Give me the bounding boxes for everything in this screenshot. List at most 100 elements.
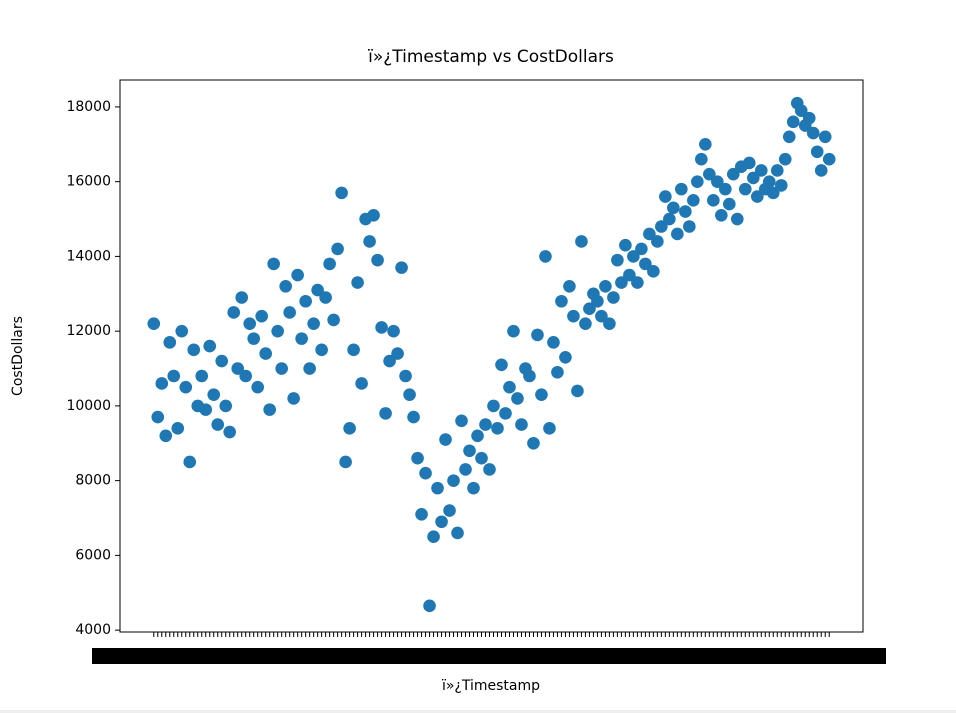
point [675, 182, 688, 196]
point [163, 336, 177, 349]
point [155, 377, 169, 390]
point [479, 418, 492, 431]
point [531, 328, 544, 342]
point [491, 422, 504, 435]
point [343, 422, 356, 435]
point [207, 388, 221, 401]
point [239, 369, 252, 383]
point [351, 276, 364, 289]
point [151, 410, 165, 424]
point [711, 175, 724, 188]
point [327, 313, 340, 327]
point [786, 115, 800, 129]
point [379, 407, 392, 420]
point [219, 399, 233, 413]
point [211, 418, 225, 431]
point [591, 294, 604, 308]
point [543, 422, 556, 435]
point [371, 253, 384, 267]
point [663, 212, 676, 226]
point [223, 425, 237, 439]
y-tick-label: 14000 [66, 248, 111, 264]
point [295, 332, 308, 345]
point [603, 317, 616, 330]
point [583, 302, 596, 316]
y-tick-label: 16000 [66, 174, 111, 190]
point [175, 324, 189, 338]
point [567, 309, 580, 323]
point [383, 354, 396, 368]
point [411, 451, 424, 465]
point [643, 227, 656, 241]
point [619, 238, 632, 252]
point [331, 242, 344, 256]
point [395, 261, 408, 274]
point [695, 152, 708, 166]
point [195, 369, 209, 383]
point [715, 208, 728, 222]
point [802, 111, 816, 125]
point [447, 474, 460, 487]
y-tick-label: 4000 [75, 622, 111, 638]
point [355, 377, 368, 390]
point [375, 321, 388, 334]
point [367, 208, 380, 222]
point [806, 126, 820, 140]
point [667, 201, 680, 215]
point [818, 130, 832, 144]
point [687, 194, 700, 207]
point [399, 369, 412, 383]
point [699, 137, 712, 151]
point [259, 347, 272, 360]
point [555, 294, 568, 308]
point [459, 463, 472, 476]
point [822, 152, 836, 166]
point [271, 324, 284, 338]
point [503, 380, 516, 394]
point [451, 526, 464, 540]
point [235, 291, 249, 304]
point [455, 414, 468, 428]
plot-frame [119, 79, 864, 633]
point [766, 186, 780, 200]
point [187, 343, 201, 357]
point [507, 324, 520, 338]
point [199, 403, 213, 416]
point [559, 351, 572, 364]
point [750, 190, 764, 203]
point [738, 182, 752, 196]
point [575, 235, 588, 248]
point [679, 205, 692, 218]
point [671, 227, 684, 241]
point [315, 343, 328, 357]
point [599, 279, 612, 293]
point [794, 104, 808, 117]
x-tick-labels-overlap [92, 648, 886, 664]
point [263, 403, 276, 416]
point [167, 369, 181, 383]
point [539, 250, 552, 263]
point [727, 167, 740, 181]
x-axis-label: ï»¿Timestamp [441, 678, 540, 694]
point [770, 164, 784, 177]
point [535, 388, 548, 401]
point [419, 466, 432, 480]
point [635, 242, 648, 256]
point [703, 167, 716, 181]
point [335, 186, 348, 200]
point [303, 362, 316, 375]
y-tick-label: 18000 [66, 99, 111, 115]
point [746, 171, 760, 185]
point [742, 156, 756, 170]
y-axis-label: CostDollars [10, 316, 26, 396]
point [427, 530, 440, 543]
point [483, 463, 496, 476]
point [475, 451, 488, 465]
point [363, 235, 376, 248]
point [183, 455, 197, 469]
point [762, 175, 776, 188]
point [307, 317, 320, 330]
point [147, 317, 161, 330]
